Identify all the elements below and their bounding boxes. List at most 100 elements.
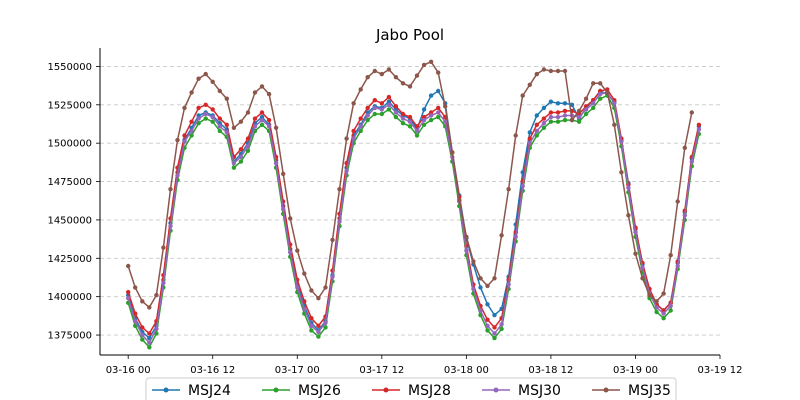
data-point xyxy=(316,296,321,301)
data-point xyxy=(492,331,497,336)
x-tick-label: 03-19 00 xyxy=(613,365,658,376)
data-point xyxy=(393,75,399,80)
data-point xyxy=(576,114,582,120)
data-point xyxy=(330,237,335,243)
data-point xyxy=(407,84,413,89)
data-point xyxy=(372,98,377,103)
data-point xyxy=(654,299,659,304)
data-point xyxy=(506,282,511,287)
data-point xyxy=(428,117,434,123)
data-point xyxy=(464,248,469,253)
data-point xyxy=(421,117,427,123)
x-tick-label: 03-16 00 xyxy=(106,365,151,376)
data-point xyxy=(414,124,420,129)
data-point xyxy=(189,119,194,124)
data-point xyxy=(640,265,645,270)
data-point xyxy=(266,91,272,97)
data-point xyxy=(471,286,476,292)
data-point xyxy=(527,130,532,135)
data-point xyxy=(555,68,561,74)
legend-label: MSJ35 xyxy=(628,383,671,399)
data-point xyxy=(147,305,152,310)
data-point xyxy=(555,110,561,115)
data-point xyxy=(196,105,201,111)
data-point xyxy=(281,171,286,177)
data-point xyxy=(591,101,596,106)
data-point xyxy=(527,141,532,146)
series-line xyxy=(127,91,700,345)
data-point xyxy=(133,311,138,316)
data-point xyxy=(541,125,547,130)
data-point xyxy=(633,251,638,256)
data-point xyxy=(583,107,589,112)
data-point xyxy=(309,328,314,333)
data-point xyxy=(266,124,272,129)
data-point xyxy=(266,117,272,123)
data-point xyxy=(485,328,490,333)
data-point xyxy=(598,96,603,101)
legend-marker xyxy=(383,387,389,393)
data-point xyxy=(126,263,131,269)
data-point xyxy=(393,110,399,115)
data-point xyxy=(612,122,617,128)
data-point xyxy=(654,305,659,310)
data-point xyxy=(583,104,589,109)
data-point xyxy=(675,263,680,269)
data-point xyxy=(485,323,490,328)
data-point xyxy=(210,107,215,112)
data-point xyxy=(133,319,138,324)
data-point xyxy=(175,137,180,143)
data-point xyxy=(351,101,356,106)
data-point xyxy=(421,107,427,112)
y-tick-label: 1375000 xyxy=(47,331,92,342)
data-point xyxy=(386,94,392,100)
data-point xyxy=(140,337,145,342)
data-point xyxy=(555,114,561,120)
data-point xyxy=(436,110,441,115)
data-point xyxy=(400,81,406,86)
y-tick-label: 1500000 xyxy=(47,139,92,150)
data-point xyxy=(520,183,525,189)
data-point xyxy=(499,326,504,332)
data-point xyxy=(379,101,384,106)
data-point xyxy=(492,325,497,330)
data-point xyxy=(217,128,222,134)
data-point xyxy=(499,233,504,238)
data-point xyxy=(513,133,518,138)
data-point xyxy=(196,121,201,126)
data-point xyxy=(583,96,589,101)
data-point xyxy=(492,312,497,318)
data-point xyxy=(513,234,518,239)
data-point xyxy=(259,117,265,123)
legend-marker xyxy=(603,387,609,393)
x-tick-label: 03-17 00 xyxy=(275,365,320,376)
data-point xyxy=(238,119,244,124)
data-point xyxy=(140,332,145,338)
data-point xyxy=(555,119,561,124)
data-point xyxy=(619,139,624,144)
data-point xyxy=(478,308,483,313)
data-point xyxy=(245,148,251,153)
data-point xyxy=(309,288,314,293)
data-point xyxy=(428,59,434,64)
data-point xyxy=(210,119,215,124)
data-point xyxy=(633,230,638,235)
data-point xyxy=(288,216,293,221)
data-point xyxy=(386,67,392,72)
data-point xyxy=(203,111,208,117)
data-point xyxy=(421,122,427,128)
data-point xyxy=(386,107,392,112)
data-point xyxy=(238,154,244,160)
data-point xyxy=(407,114,413,120)
data-point xyxy=(591,105,596,111)
data-point xyxy=(168,187,173,192)
data-point xyxy=(231,165,237,170)
data-point xyxy=(534,71,539,77)
data-point xyxy=(231,125,237,130)
data-point xyxy=(464,234,469,239)
data-point xyxy=(231,160,237,166)
data-point xyxy=(548,99,554,104)
data-point xyxy=(217,88,222,94)
legend-label: MSJ26 xyxy=(298,383,341,399)
